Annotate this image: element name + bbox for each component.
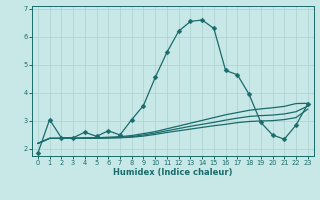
X-axis label: Humidex (Indice chaleur): Humidex (Indice chaleur) [113, 168, 233, 177]
